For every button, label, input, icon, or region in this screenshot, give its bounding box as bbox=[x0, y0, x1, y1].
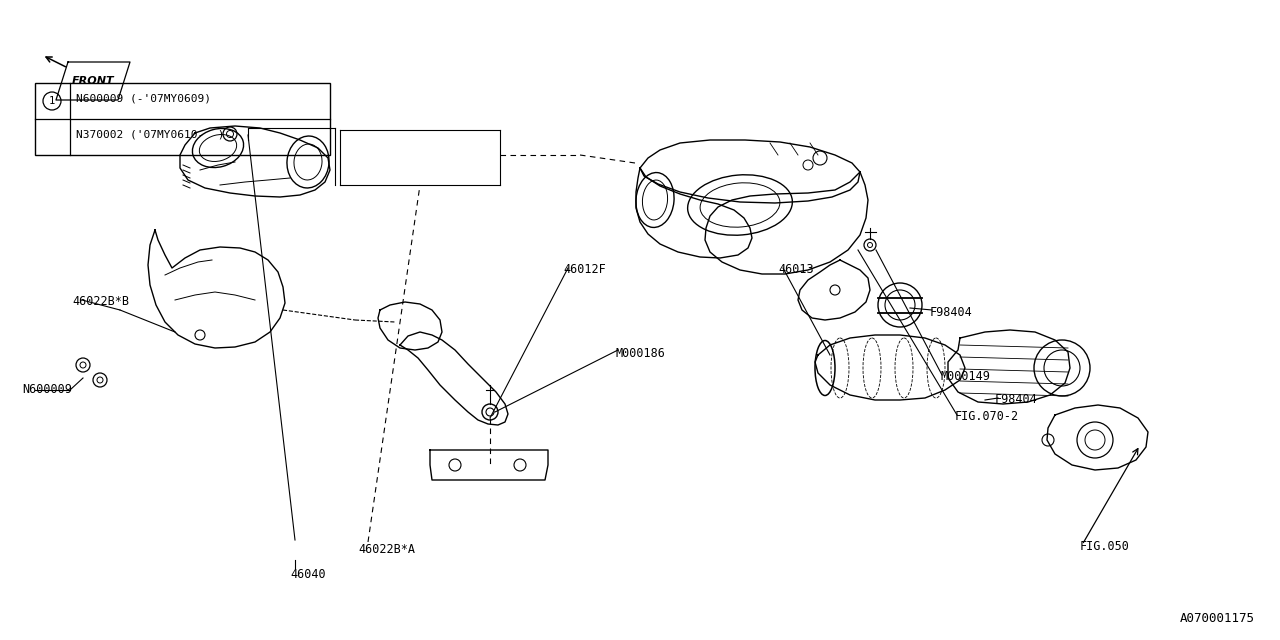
Text: N600009 (-'07MY0609): N600009 (-'07MY0609) bbox=[76, 94, 211, 104]
Text: M000149: M000149 bbox=[940, 370, 989, 383]
Text: 46013: 46013 bbox=[778, 263, 814, 276]
Text: FIG.070-2: FIG.070-2 bbox=[955, 410, 1019, 423]
Text: F98404: F98404 bbox=[995, 393, 1038, 406]
Text: N370002 ('07MY0610-  ): N370002 ('07MY0610- ) bbox=[76, 130, 224, 140]
Text: 46040: 46040 bbox=[291, 568, 325, 581]
Text: FRONT: FRONT bbox=[72, 76, 114, 86]
Text: N600009: N600009 bbox=[22, 383, 72, 396]
Text: FIG.050: FIG.050 bbox=[1080, 540, 1130, 553]
Text: M000186: M000186 bbox=[614, 347, 664, 360]
Text: A070001175: A070001175 bbox=[1180, 612, 1254, 625]
Text: 46012F: 46012F bbox=[563, 263, 605, 276]
Text: F98404: F98404 bbox=[931, 306, 973, 319]
Text: 46022B*A: 46022B*A bbox=[358, 543, 415, 556]
Bar bbox=[35, 83, 330, 155]
Text: 1: 1 bbox=[49, 96, 55, 106]
Text: 46022B*B: 46022B*B bbox=[72, 295, 129, 308]
